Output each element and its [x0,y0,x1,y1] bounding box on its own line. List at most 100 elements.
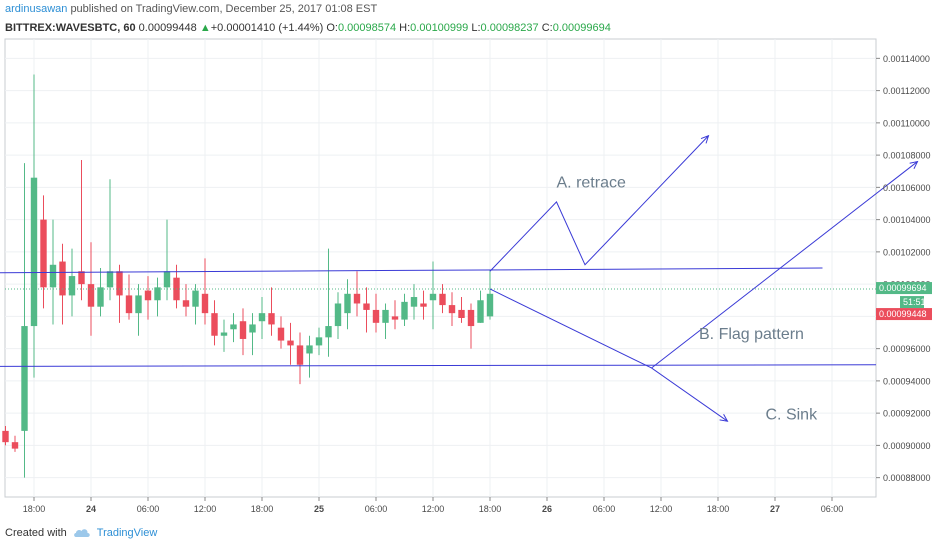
ohlc-legend: BITTREX:WAVESBTC, 60 0.00099448 ▲+0.0000… [5,21,611,35]
candle-up [325,326,332,338]
time-tick-label: 18:00 [23,504,46,514]
grid-lines [4,38,877,498]
author-link[interactable]: ardinusawan [5,3,68,15]
annotation-label: C. Sink [766,407,819,424]
open-label: O: [326,22,338,34]
drawings-layer[interactable] [0,134,919,422]
time-tick-label: 24 [86,504,96,514]
candle-down [287,340,294,346]
candle-down [353,293,361,304]
candle-down [372,309,380,323]
price-tag [876,308,932,321]
time-tick-label: 06:00 [365,504,388,514]
time-tick-label: 25 [314,504,324,514]
last-price: 0.00099448 [138,22,197,34]
arrowhead [700,134,710,144]
price-tick-label: 0.00104000 [883,215,931,225]
tradingview-cloud-icon [73,529,90,537]
plot-frame [4,38,877,498]
projection-arrow [489,288,728,422]
candle-down [296,345,304,365]
change-value: +0.00001410 (+1.44%) [210,22,324,34]
time-axis[interactable]: 18:00 24 06:00 12:00 18:00 25 06:00 12:00 18:00 2… [23,497,844,514]
candle-down [211,313,218,336]
support-trendline [0,364,877,367]
price-tick-label: 0.00102000 [883,247,931,257]
candle-down [448,305,456,314]
candle-up [68,276,76,296]
candle-up [230,324,237,330]
price-tick-label: 0.00110000 [883,118,930,128]
candle-down [239,321,247,339]
symbol-label[interactable]: BITTREX:WAVESBTC, 60 [5,22,136,34]
close-value: 0.00099694 [552,22,611,34]
candle-up [97,287,104,307]
countdown-tag-label: 51:51 [903,297,926,307]
price-tick-label: 0.00088000 [883,473,931,483]
price-tick-label: 0.00094000 [883,376,931,386]
candle-up [21,326,28,431]
candle-up [382,309,389,323]
time-tick-label: 06:00 [821,504,844,514]
candle-down [2,430,9,443]
candle-up [258,313,266,322]
arrowhead [909,160,919,169]
candle-down [116,271,123,296]
candle-up [410,297,418,307]
arrowhead [719,413,729,422]
candlestick-chart[interactable]: A. retrace B. Flag pattern C. Sink 0.00114… [0,0,932,520]
candle-down [182,300,190,307]
publisher-line: ardinusawan published on TradingView.com… [5,2,377,16]
price-tick-label: 0.00114000 [883,54,930,64]
time-tick-label: 06:00 [137,504,160,514]
low-label: L: [471,22,481,34]
candle-up [306,345,313,354]
close-label: C: [541,22,553,34]
candles-layer[interactable] [0,74,876,478]
created-with-label: Created with [5,527,67,539]
price-tag-label: 0.00099694 [879,283,927,293]
open-value: 0.00098574 [337,22,397,34]
price-tag-label: 0.00099448 [879,309,927,319]
candle-up [163,271,171,288]
footer: Created with TradingView [5,527,157,539]
candle-up [249,324,256,333]
price-tick-label: 0.00096000 [883,344,931,354]
projection-arrow [489,135,709,272]
candle-down [458,309,465,318]
candle-down [125,295,133,314]
candle-up [154,287,161,301]
candle-up [192,290,199,307]
tradingview-link[interactable]: TradingView [96,527,158,539]
candle-down [144,290,152,301]
time-tick-label: 26 [542,504,552,514]
candle-up [334,303,342,327]
candle-down [439,293,446,306]
candle-up [135,295,142,314]
candle-up [49,264,57,288]
candle-up [30,177,38,327]
candle-down [467,309,475,327]
candle-up [106,271,114,288]
price-axis[interactable]: 0.00114000 0.00112000 0.00110000 0.00108000… [876,54,932,483]
change-up-icon: ▲ [199,22,211,34]
candle-up [344,293,351,314]
time-tick-label: 12:00 [194,504,217,514]
published-text: published on TradingView.com, December 2… [70,3,378,15]
annotation-label: A. retrace [557,174,626,191]
price-tick-label: 0.00106000 [883,183,931,193]
candle-down [11,442,19,449]
candle-down [40,219,47,288]
candle-down [363,303,370,310]
candle-up [429,293,437,301]
high-label: H: [399,22,411,34]
annotation-label: B. Flag pattern [699,326,804,343]
candle-down [78,271,85,285]
candle-down [201,293,209,314]
price-tick-label: 0.00112000 [883,86,930,96]
countdown-tag [900,296,924,309]
high-value: 0.00100999 [410,22,469,34]
projection-arrow [651,161,918,369]
candle-down [268,313,275,325]
time-tick-label: 06:00 [593,504,616,514]
